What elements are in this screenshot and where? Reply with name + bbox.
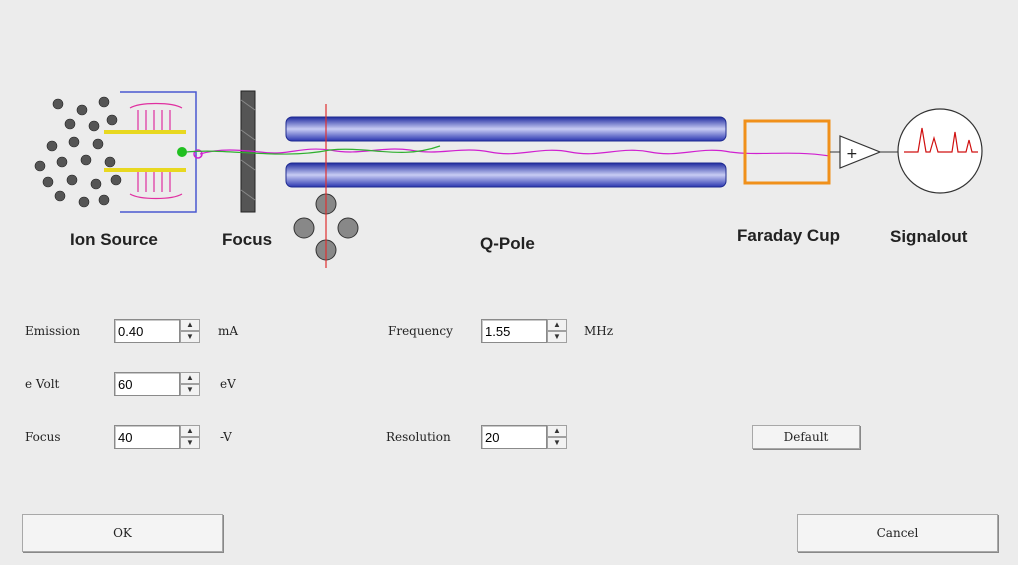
focus-increment-button[interactable]: ▲ <box>180 425 200 437</box>
focus-spinner: ▲ ▼ <box>114 425 204 449</box>
focus-component-label: Focus <box>222 230 273 249</box>
evolt-label: e Volt <box>25 377 60 391</box>
focus-decrement-button[interactable]: ▼ <box>180 437 200 449</box>
evolt-input[interactable] <box>114 372 180 396</box>
resolution-decrement-button[interactable]: ▼ <box>547 437 567 449</box>
focus-unit: -V <box>220 430 232 444</box>
signal-output-graphic <box>897 108 983 194</box>
frequency-decrement-button[interactable]: ▼ <box>547 331 567 343</box>
quadrupole-diagram: + <box>34 90 983 268</box>
emission-increment-button[interactable]: ▲ <box>180 319 200 331</box>
ion-source-graphic <box>34 91 203 213</box>
resolution-spinner: ▲ ▼ <box>481 425 571 449</box>
emission-decrement-button[interactable]: ▼ <box>180 331 200 343</box>
frequency-spinner: ▲ ▼ <box>481 319 571 343</box>
stray-ion-trajectory <box>185 145 441 155</box>
signalout-label: Signalout <box>890 227 968 246</box>
q-pole-rods-graphic <box>285 104 727 268</box>
frequency-increment-button[interactable]: ▲ <box>547 319 567 331</box>
q-pole-label: Q-Pole <box>480 234 535 253</box>
resolution-input[interactable] <box>481 425 547 449</box>
amplifier-graphic: + <box>830 135 898 169</box>
evolt-decrement-button[interactable]: ▼ <box>180 384 200 396</box>
emission-spinner: ▲ ▼ <box>114 319 204 343</box>
cancel-button[interactable]: Cancel <box>797 514 998 552</box>
default-button[interactable]: Default <box>752 425 860 449</box>
ion-source-label: Ion Source <box>70 230 158 249</box>
frequency-label: Frequency <box>388 324 453 338</box>
frequency-input[interactable] <box>481 319 547 343</box>
evolt-increment-button[interactable]: ▲ <box>180 372 200 384</box>
faraday-cup-label: Faraday Cup <box>737 226 840 245</box>
focus-param-label: Focus <box>25 430 61 444</box>
emission-label: Emission <box>25 324 81 338</box>
resolution-label: Resolution <box>386 430 451 444</box>
ion-trajectory <box>199 148 831 157</box>
emission-input[interactable] <box>114 319 180 343</box>
faraday-cup-graphic <box>743 119 831 185</box>
evolt-unit: eV <box>220 377 236 391</box>
frequency-unit: MHz <box>584 324 614 338</box>
evolt-spinner: ▲ ▼ <box>114 372 204 396</box>
resolution-increment-button[interactable]: ▲ <box>547 425 567 437</box>
ok-button[interactable]: OK <box>22 514 223 552</box>
emission-unit: mA <box>218 324 239 338</box>
focus-input[interactable] <box>114 425 180 449</box>
svg-text:+: + <box>846 146 858 162</box>
